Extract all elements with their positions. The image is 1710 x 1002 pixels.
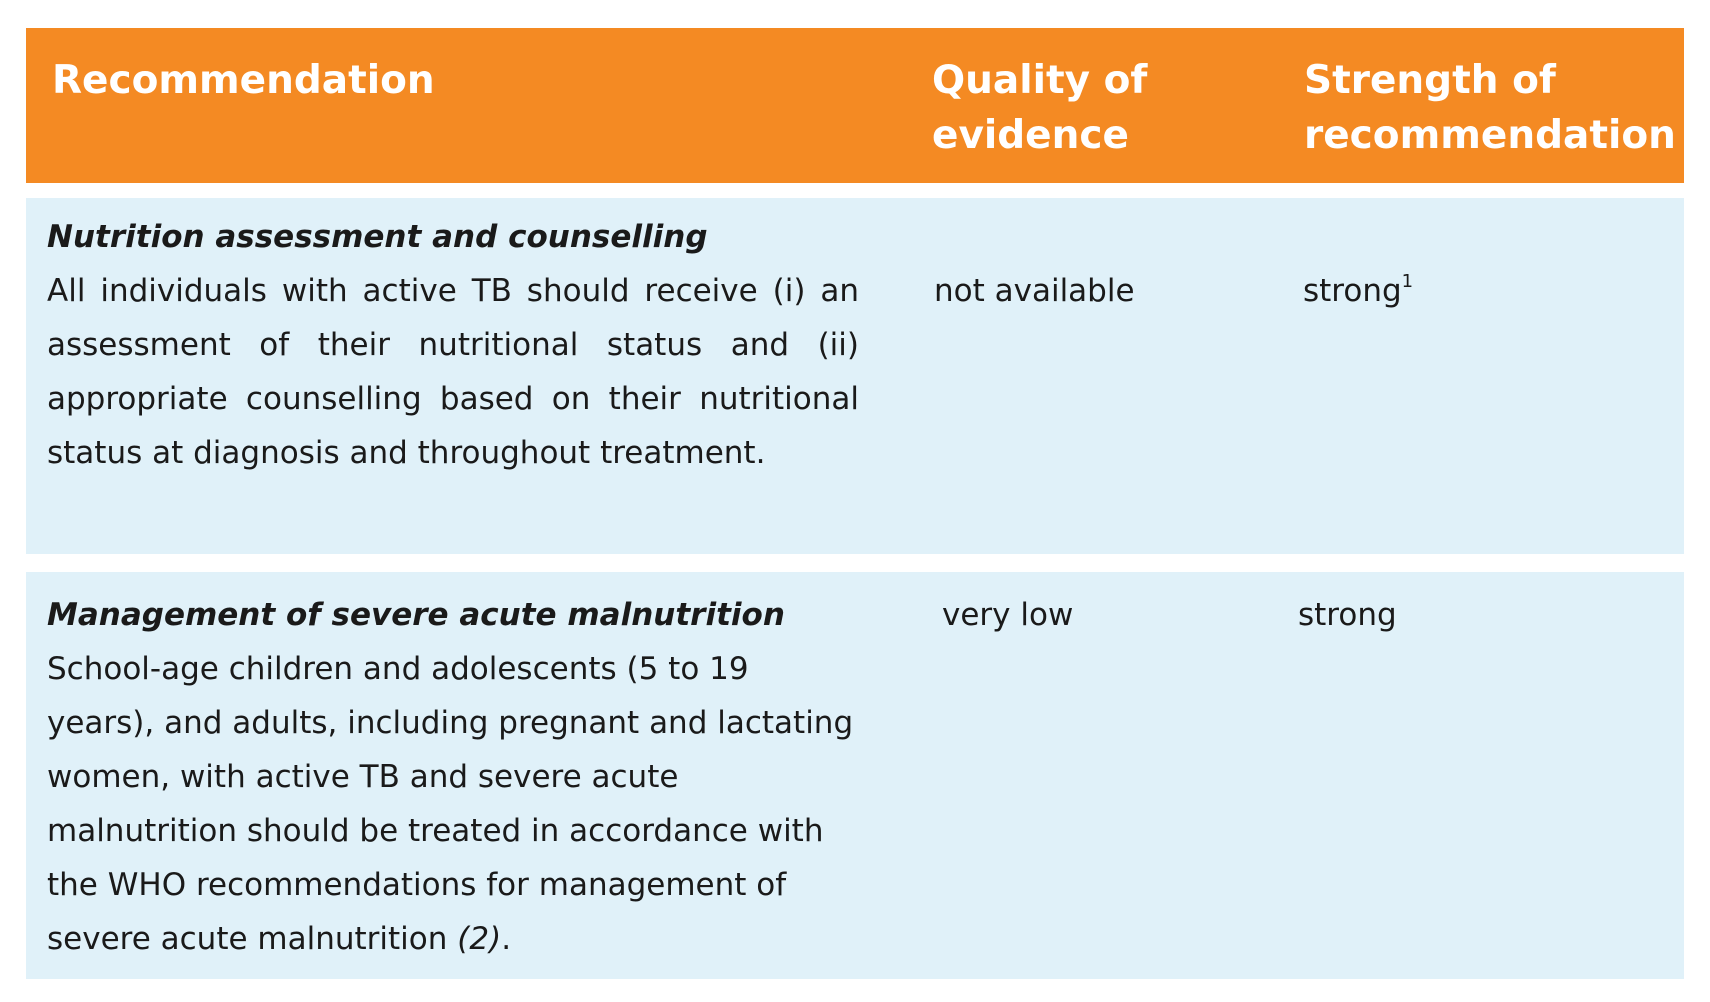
recommendation-cell: Nutrition assessment and counselling All… — [47, 210, 859, 480]
strength-value: strong — [1303, 273, 1402, 309]
table-row: Management of severe acute malnutrition … — [26, 572, 1684, 979]
footnote-marker: 1 — [1401, 271, 1414, 292]
table-row: Nutrition assessment and counselling All… — [26, 198, 1684, 554]
quality-of-evidence-value: very low — [942, 597, 1074, 633]
recommendation-title: Management of severe acute malnutrition — [47, 597, 785, 633]
table-header: Recommendation Quality of evidence Stren… — [26, 28, 1684, 183]
recommendation-title: Nutrition assessment and counselling — [47, 219, 708, 255]
recommendation-cell: Management of severe acute malnutrition … — [47, 588, 859, 966]
citation-reference: (2) — [457, 921, 502, 957]
recommendation-text-block: School-age children and adolescents (5 t… — [47, 642, 859, 966]
strength-cell: strong1 — [1303, 264, 1413, 318]
header-strength-of-recommendation: Strength of recommendation — [1304, 58, 1676, 158]
header-recommendation: Recommendation — [52, 58, 435, 103]
quality-of-evidence-value: not available — [934, 273, 1135, 309]
recommendation-text: All individuals with active TB should re… — [47, 273, 859, 471]
recommendations-table: Recommendation Quality of evidence Stren… — [26, 28, 1684, 979]
header-quality-of-evidence: Quality of evidence — [932, 58, 1148, 158]
recommendation-text: School-age children and adolescents (5 t… — [47, 651, 854, 957]
end-punctuation: . — [501, 921, 512, 957]
strength-value: strong — [1298, 597, 1397, 633]
